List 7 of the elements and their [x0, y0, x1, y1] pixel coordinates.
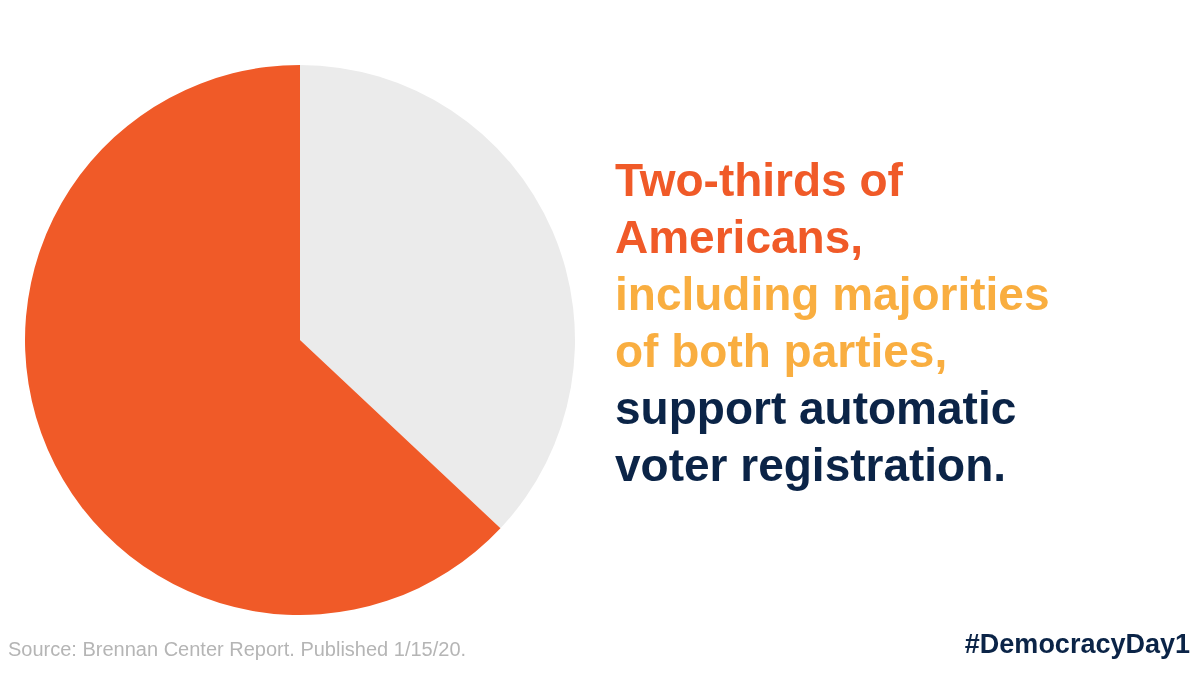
- source-note: Source: Brennan Center Report. Published 1/15/20.: [8, 638, 467, 660]
- text: support automatic voter registration.: [615, 382, 1017, 491]
- text: #DemocracyDay1: [964, 629, 1190, 659]
- pie-slice: [300, 65, 575, 529]
- pie-slice: [25, 65, 501, 615]
- text: Two-thirds of Americans,: [615, 154, 904, 263]
- text: including majorities of both parties,: [615, 268, 1050, 377]
